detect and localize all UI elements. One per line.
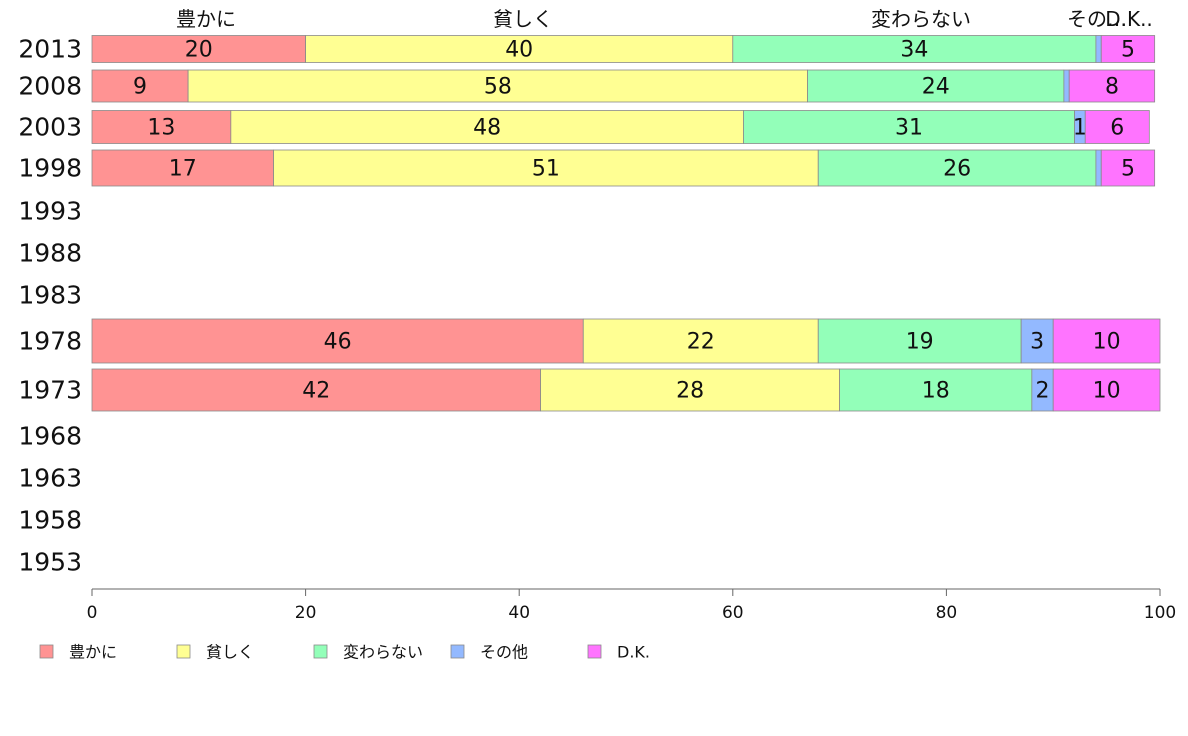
data-label-1978-3: 19 [906,330,934,355]
bar-segment-1998-3 [817,149,1097,187]
data-label-2013-2: 40 [505,38,533,63]
x-tick-label-40: 40 [508,603,530,623]
bar-segment-1973-5 [1052,368,1161,412]
bar-segment-1978-5 [1052,318,1161,364]
column-label-2: 貧しく [493,7,553,31]
data-label-2008-5: 8 [1105,75,1119,100]
data-label-2003-2: 48 [473,116,501,141]
data-label-2003-5: 6 [1110,116,1124,141]
x-tick-label-0: 0 [87,603,98,623]
legend: 豊かに 貧しく 変わらない その他 D.K. [39,643,650,662]
data-label-2003-1: 13 [147,116,175,141]
x-tick-label-80: 80 [936,603,958,623]
data-label-2013-1: 20 [185,38,213,63]
data-label-2008-1: 9 [133,75,147,100]
bar-segment-1998-4 [1095,149,1102,187]
x-tick-label-60: 60 [722,603,744,623]
data-label-2013-3: 34 [900,38,928,63]
data-label-1998-5: 5 [1121,157,1135,182]
legend-swatch-4 [450,644,465,659]
y-tick-label-1973: 1973 [18,376,82,405]
data-label-1973-1: 42 [302,379,330,404]
legend-label-2: 貧しく [206,643,254,662]
data-label-2013-5: 5 [1121,38,1135,63]
bar-segment-1973-2 [540,368,841,412]
y-tick-label-1983: 1983 [18,281,82,310]
y-tick-label-1993: 1993 [18,197,82,226]
bar-segment-1978-2 [582,318,819,364]
bar-segment-2013-5 [1100,35,1156,63]
data-label-1998-1: 17 [169,157,197,182]
data-label-2003-3: 31 [895,116,923,141]
data-label-2003-4: 1 [1073,116,1087,141]
column-label-3: 変わらない [871,7,971,31]
bar-segment-2013-2 [305,35,734,63]
y-tick-label-1953: 1953 [18,548,82,577]
y-axis-labels: 2013 2008 2003 1998 1993 1988 1983 1978 1973 1968… [18,35,82,577]
legend-label-3: 変わらない [343,643,423,662]
y-tick-label-2008: 2008 [18,72,82,101]
bar-segment-2003-1 [91,110,232,144]
data-label-1978-4: 3 [1030,330,1044,355]
bar-segment-2003-3 [743,110,1075,144]
bar-segment-1998-5 [1100,149,1156,187]
bar-segment-2013-1 [91,35,307,63]
bar-segment-2008-4 [1063,69,1070,103]
legend-swatch-2 [176,644,191,659]
bar-segment-2008-3 [807,69,1065,103]
bars: 20 40 34 5 9 58 24 8 13 48 31 1 6 17 51 26 5 46 22 19 3 10 42 2… [91,35,1161,412]
bar-segment-1978-4 [1020,318,1054,364]
data-label-1998-2: 51 [532,157,560,182]
data-label-1978-1: 46 [324,330,352,355]
bar-segment-2008-5 [1068,69,1156,103]
x-tick-label-100: 100 [1144,603,1176,623]
legend-swatch-5 [587,644,602,659]
column-label-5: D.K.. [1105,7,1153,31]
data-label-1998-3: 26 [943,157,971,182]
data-label-1973-4: 2 [1036,379,1050,404]
y-tick-label-1968: 1968 [18,422,82,451]
y-tick-label-1978: 1978 [18,327,82,356]
legend-label-4: その他 [480,643,528,662]
data-label-2008-3: 24 [922,75,950,100]
data-label-2008-2: 58 [484,75,512,100]
legend-swatch-1 [39,644,54,659]
bar-segment-2003-2 [230,110,744,144]
column-label-1: 豊かに [176,7,236,31]
bar-segment-1973-3 [839,368,1033,412]
data-label-1973-2: 28 [676,379,704,404]
x-tick-label-20: 20 [295,603,317,623]
y-tick-label-2003: 2003 [18,113,82,142]
data-label-1973-3: 18 [922,379,950,404]
x-axis: 0 20 40 60 80 100 [87,588,1176,623]
bar-segment-2008-2 [187,69,808,103]
legend-swatch-3 [313,644,328,659]
legend-label-5: D.K. [617,643,650,662]
legend-label-1: 豊かに [69,643,117,662]
bar-segment-2013-3 [732,35,1097,63]
data-label-1978-2: 22 [687,330,715,355]
bar-segment-1998-2 [273,149,819,187]
bar-segment-2013-4 [1095,35,1102,63]
y-tick-label-1958: 1958 [18,506,82,535]
y-tick-label-2013: 2013 [18,35,82,64]
data-label-1973-5: 10 [1093,379,1121,404]
y-tick-label-1998: 1998 [18,154,82,183]
column-labels: 豊かに 貧しく 変わらない その…D.K.. [176,7,1153,31]
column-label-4: その… [1067,7,1127,31]
data-label-1978-5: 10 [1093,330,1121,355]
bar-segment-1978-3 [817,318,1022,364]
bar-segment-1973-1 [91,368,541,412]
bar-segment-2008-1 [91,69,189,103]
y-tick-label-1988: 1988 [18,239,82,268]
bar-segment-1978-1 [91,318,584,364]
y-tick-label-1963: 1963 [18,464,82,493]
bar-segment-2003-5 [1084,110,1150,144]
